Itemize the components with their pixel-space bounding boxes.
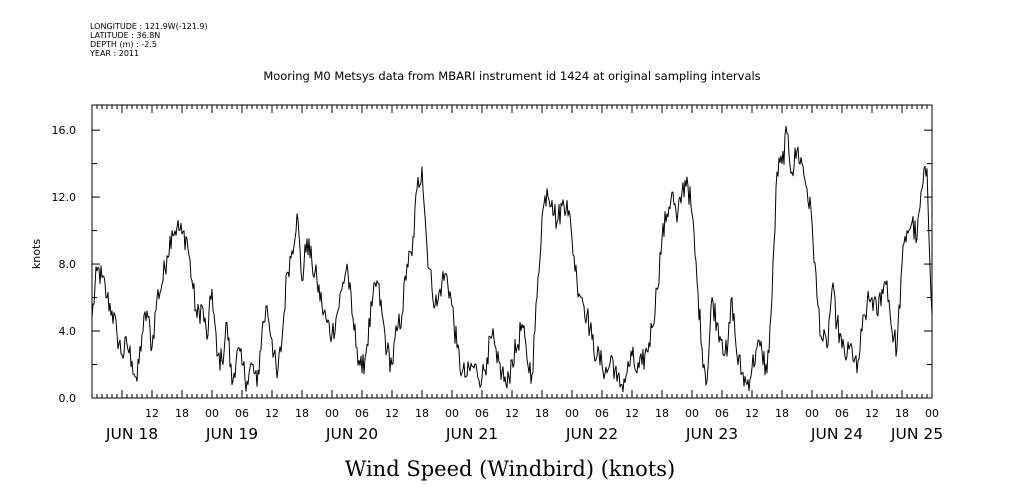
x-day-label: JUN 18 bbox=[105, 425, 158, 443]
x-tick-label: 00 bbox=[325, 407, 339, 420]
x-tick-label: 12 bbox=[505, 407, 519, 420]
x-day-label: JUN 25 bbox=[890, 425, 943, 443]
x-day-label: JUN 23 bbox=[685, 425, 738, 443]
x-day-label: JUN 19 bbox=[205, 425, 258, 443]
x-tick-label: 12 bbox=[625, 407, 639, 420]
x-tick-label: 12 bbox=[745, 407, 759, 420]
x-tick-label: 18 bbox=[895, 407, 909, 420]
x-axis-title: Wind Speed (Windbird) (knots) bbox=[345, 457, 675, 481]
x-tick-label: 18 bbox=[295, 407, 309, 420]
y-tick-label: 16.0 bbox=[52, 124, 77, 137]
x-tick-label: 06 bbox=[715, 407, 729, 420]
x-tick-label: 06 bbox=[355, 407, 369, 420]
x-tick-label: 00 bbox=[925, 407, 939, 420]
x-tick-label: 00 bbox=[205, 407, 219, 420]
x-tick-label: 00 bbox=[685, 407, 699, 420]
y-tick-label: 12.0 bbox=[52, 191, 77, 204]
series-line bbox=[91, 125, 933, 393]
x-tick-label: 00 bbox=[445, 407, 459, 420]
x-tick-label: 06 bbox=[835, 407, 849, 420]
x-tick-label: 12 bbox=[385, 407, 399, 420]
x-tick-label: 18 bbox=[535, 407, 549, 420]
x-tick-label: 18 bbox=[175, 407, 189, 420]
x-tick-label: 06 bbox=[235, 407, 249, 420]
x-day-label: JUN 21 bbox=[445, 425, 498, 443]
x-tick-label: 18 bbox=[415, 407, 429, 420]
depth-label: DEPTH (m) : -2.5 bbox=[90, 40, 157, 49]
x-day-label: JUN 20 bbox=[325, 425, 378, 443]
x-tick-label: 00 bbox=[565, 407, 579, 420]
plot-frame bbox=[91, 104, 933, 399]
x-tick-label: 12 bbox=[265, 407, 279, 420]
y-tick-label: 4.0 bbox=[59, 325, 77, 338]
x-tick-label: 18 bbox=[655, 407, 669, 420]
y-tick-labels: 0.0 4.0 8.0 12.0 16.0 bbox=[52, 124, 77, 405]
x-tick-label: 06 bbox=[595, 407, 609, 420]
mooring-info: LONGITUDE : 121.9W(-121.9) LATITUDE : 36… bbox=[90, 22, 208, 58]
y-tick-label: 8.0 bbox=[59, 258, 77, 271]
x-tick-label: 18 bbox=[775, 407, 789, 420]
x-tick-label: 12 bbox=[865, 407, 879, 420]
x-tick-labels: 12 18 00 06 12 18 00 06 12 18 00 06 12 18 00 06 12 18 00 06… bbox=[105, 407, 943, 443]
x-day-label: JUN 22 bbox=[565, 425, 618, 443]
y-axis-label: knots bbox=[30, 239, 43, 269]
series-group bbox=[91, 125, 933, 393]
x-day-label: JUN 24 bbox=[810, 425, 863, 443]
x-tick-label: 06 bbox=[475, 407, 489, 420]
year-label: YEAR : 2011 bbox=[90, 49, 140, 58]
y-tick-label: 0.0 bbox=[59, 392, 77, 405]
x-tick-label: 12 bbox=[145, 407, 159, 420]
latitude-label: LATITUDE : 36.8N bbox=[90, 31, 161, 40]
x-tick-label: 00 bbox=[805, 407, 819, 420]
chart-title: Mooring M0 Metsys data from MBARI instru… bbox=[263, 69, 760, 83]
axis-ticks bbox=[91, 105, 933, 399]
longitude-label: LONGITUDE : 121.9W(-121.9) bbox=[90, 22, 208, 31]
